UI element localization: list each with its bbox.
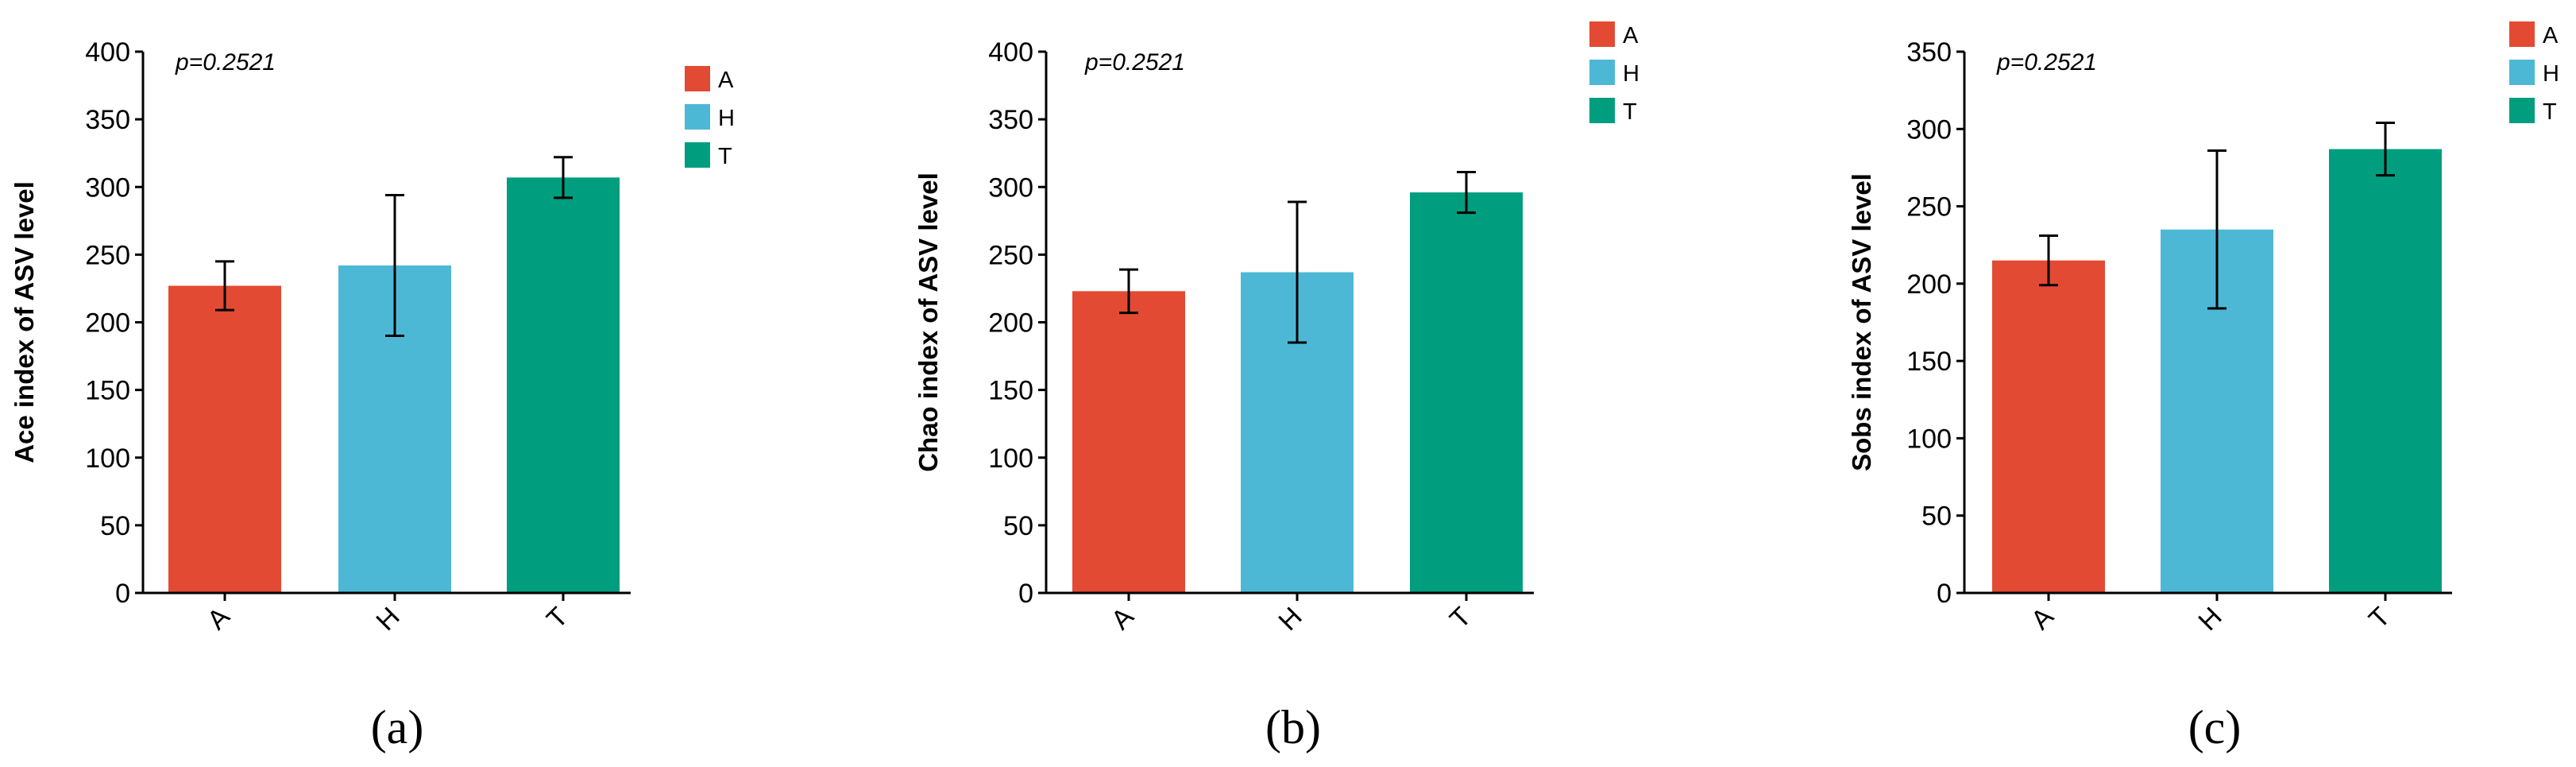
legend-item-h: H <box>685 104 735 131</box>
x-tick-label-t: T <box>1444 602 1477 635</box>
bar-t <box>2329 149 2442 593</box>
legend-item-t: T <box>2509 98 2557 125</box>
legend-label: T <box>2543 99 2557 125</box>
legend-swatch <box>685 104 710 130</box>
legend-label: H <box>2543 61 2559 87</box>
legend-swatch <box>685 66 710 91</box>
error-bar-t <box>1457 171 1476 215</box>
bar-a <box>168 285 281 593</box>
bar-t <box>507 177 620 593</box>
y-tick-label: 300 <box>988 172 1033 203</box>
y-tick-label: 250 <box>85 240 130 270</box>
y-tick-label: 50 <box>1003 511 1033 541</box>
legend-label: H <box>1623 61 1639 87</box>
panel-caption: (c) <box>2188 701 2242 753</box>
y-tick-label: 100 <box>1906 424 1952 454</box>
error-bar-h <box>1288 200 1307 344</box>
y-tick-label: 250 <box>1906 192 1952 223</box>
legend-item-h: H <box>2509 60 2559 87</box>
y-tick-label: 300 <box>1906 114 1952 145</box>
y-tick-label: 400 <box>988 37 1033 68</box>
panel-caption: (a) <box>371 701 424 753</box>
p-value-annotation: p=0.2521 <box>1996 49 2097 76</box>
legend-label: H <box>718 106 735 131</box>
y-tick-label: 150 <box>1906 347 1952 377</box>
y-tick-label: 350 <box>85 105 130 135</box>
y-tick-label: 300 <box>85 172 130 203</box>
y-tick-label: 150 <box>988 376 1033 406</box>
legend-item-a: A <box>2509 21 2559 48</box>
x-tick-label-h: H <box>1273 602 1307 637</box>
bar-a <box>1992 260 2105 593</box>
panel-caption: (b) <box>1265 701 1321 753</box>
x-tick-label-h: H <box>370 602 405 637</box>
legend-item-h: H <box>1589 60 1639 87</box>
error-bar-a <box>215 260 234 312</box>
y-tick-label: 50 <box>100 511 130 541</box>
bar-a <box>1072 291 1185 593</box>
y-tick-label: 100 <box>85 444 130 474</box>
legend-swatch <box>1589 21 1615 47</box>
x-tick-label-t: T <box>541 602 574 635</box>
legend-label: T <box>718 144 732 169</box>
legend-swatch <box>2509 98 2535 123</box>
p-value-annotation: p=0.2521 <box>175 49 276 76</box>
legend-item-t: T <box>1589 98 1637 125</box>
y-tick-label: 350 <box>1906 37 1952 68</box>
error-bar-h <box>2207 149 2226 310</box>
legend-swatch <box>1589 98 1615 123</box>
x-tick-label-a: A <box>2026 602 2060 636</box>
x-tick-label-t: T <box>2363 602 2396 635</box>
p-value-annotation: p=0.2521 <box>1084 49 1185 76</box>
legend-label: T <box>1623 99 1637 125</box>
legend-swatch <box>1589 60 1615 85</box>
x-tick-label-a: A <box>202 602 236 636</box>
bar-t <box>1410 192 1523 593</box>
legend-swatch <box>2509 60 2535 85</box>
y-tick-label: 400 <box>85 37 130 68</box>
error-bar-a <box>1119 268 1138 315</box>
y-tick-label: 200 <box>988 308 1033 339</box>
y-tick-label: 50 <box>1921 502 1952 532</box>
y-axis-title: Sobs index of ASV level <box>1847 173 1876 471</box>
x-tick-label-h: H <box>2192 602 2227 637</box>
x-tick-label-a: A <box>1106 602 1140 636</box>
error-bar-a <box>2039 234 2058 287</box>
legend-label: A <box>2543 23 2559 48</box>
legend-item-a: A <box>685 66 734 93</box>
y-tick-label: 100 <box>988 444 1033 474</box>
error-bar-t <box>554 156 573 199</box>
legend-swatch <box>2509 21 2535 47</box>
legend-label: A <box>1623 23 1639 48</box>
y-tick-label: 150 <box>85 376 130 406</box>
y-tick-label: 0 <box>1018 579 1033 609</box>
y-tick-label: 0 <box>1937 579 1952 609</box>
y-tick-label: 0 <box>115 579 130 609</box>
y-tick-label: 250 <box>988 240 1033 270</box>
y-axis-title: Chao index of ASV level <box>913 172 943 472</box>
legend-swatch <box>685 142 710 168</box>
error-bar-h <box>385 193 404 338</box>
error-bar-t <box>2376 122 2395 177</box>
y-axis-title: Ace index of ASV level <box>10 181 39 463</box>
y-tick-label: 200 <box>85 308 130 339</box>
legend-label: A <box>718 68 734 93</box>
y-tick-label: 200 <box>1906 269 1952 300</box>
legend-item-t: T <box>685 142 732 169</box>
y-tick-label: 350 <box>988 105 1033 135</box>
legend-item-a: A <box>1589 21 1639 48</box>
